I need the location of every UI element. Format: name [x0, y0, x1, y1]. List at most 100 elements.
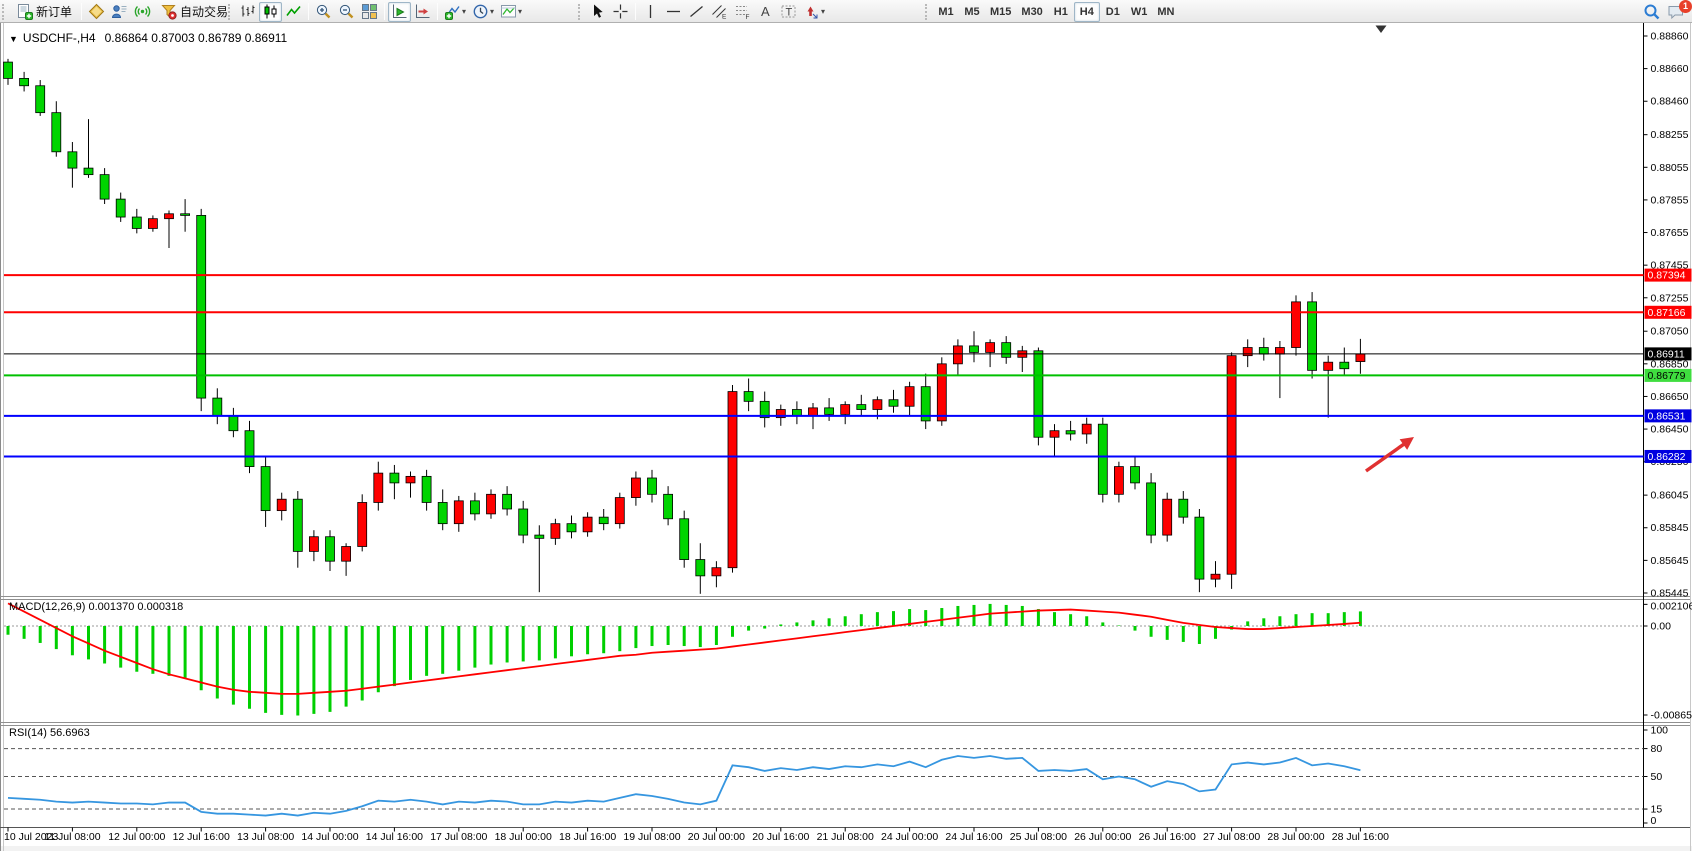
indicators-icon	[445, 6, 460, 20]
period-clock-icon	[473, 4, 488, 19]
macd-indicator-label: MACD(12,26,9) 0.001370 0.000318	[9, 601, 184, 613]
equidistant-channel-button[interactable]: E	[708, 2, 731, 22]
equidistant-channel-icon: E	[712, 5, 727, 20]
arrows-tool-button[interactable]: ▾	[800, 2, 828, 22]
arrows-dropdown-caret[interactable]: ▾	[821, 7, 826, 16]
period-button-M30[interactable]: M30	[1021, 5, 1043, 18]
svg-text:20 Jul 00:00: 20 Jul 00:00	[688, 831, 745, 843]
period-button-M5[interactable]: M5	[964, 5, 980, 18]
crosshair-button[interactable]	[609, 2, 632, 22]
notifications-button[interactable]: 1	[1664, 0, 1692, 22]
period-button-M15[interactable]: M15	[990, 5, 1012, 18]
text-label-button[interactable]: T	[777, 2, 800, 22]
text-tool-button[interactable]: A	[754, 2, 777, 22]
svg-text:F: F	[746, 14, 750, 20]
svg-text:80: 80	[1651, 743, 1663, 755]
trendline-button[interactable]	[685, 2, 708, 22]
autotrading-icon	[161, 5, 177, 20]
svg-text:18 Jul 16:00: 18 Jul 16:00	[559, 831, 616, 843]
periods-dropdown-button[interactable]: ▾	[469, 2, 497, 22]
periods-dropdown-caret[interactable]: ▾	[490, 7, 495, 16]
svg-text:0.88460: 0.88460	[1651, 96, 1689, 108]
svg-text:0.87855: 0.87855	[1651, 194, 1689, 206]
arrows-tool-icon	[807, 6, 818, 19]
bar-chart-button[interactable]	[236, 2, 259, 22]
svg-text:0.87655: 0.87655	[1651, 227, 1689, 239]
svg-text:26 Jul 00:00: 26 Jul 00:00	[1074, 831, 1131, 843]
zoom-in-icon	[316, 4, 331, 19]
svg-text:17 Jul 08:00: 17 Jul 08:00	[430, 831, 487, 843]
new-order-button[interactable]: 新订单	[10, 2, 78, 22]
svg-text:0.86531: 0.86531	[1648, 410, 1686, 422]
navigator-icon	[112, 5, 127, 18]
cursor-button[interactable]	[586, 2, 609, 22]
chart-collapse-icon[interactable]: ▼	[9, 34, 18, 44]
svg-text:21 Jul 08:00: 21 Jul 08:00	[817, 831, 874, 843]
market-watch-icon	[88, 3, 105, 20]
period-button-W1[interactable]: W1	[1130, 5, 1148, 18]
horizontal-line-button[interactable]	[662, 2, 685, 22]
period-button-H1[interactable]: H1	[1053, 5, 1068, 18]
chart-symbol-period: USDCHF-,H4	[22, 31, 96, 45]
svg-text:15: 15	[1651, 804, 1663, 816]
toolbar-separator	[384, 3, 385, 20]
auto-scroll-icon	[393, 4, 407, 18]
svg-text:0.88860: 0.88860	[1651, 31, 1689, 43]
period-button-H4[interactable]: H4	[1073, 1, 1100, 22]
navigator-button[interactable]	[108, 2, 131, 22]
toolbar-drag-handle[interactable]	[925, 3, 929, 20]
templates-button[interactable]: ▾	[497, 2, 525, 22]
search-button[interactable]	[1640, 2, 1664, 22]
toolbar-drag-handle[interactable]	[228, 3, 232, 20]
zoom-in-button[interactable]	[312, 2, 335, 22]
svg-text:A: A	[761, 4, 770, 19]
svg-text:0.87394: 0.87394	[1648, 270, 1686, 282]
svg-text:0.85445: 0.85445	[1651, 587, 1689, 599]
toolbar-drag-handle[interactable]	[2, 3, 6, 20]
svg-text:12 Jul 00:00: 12 Jul 00:00	[108, 831, 165, 843]
toolbar-separator	[635, 3, 636, 20]
charts-toolbar: ▾ ▾ ▾	[228, 1, 525, 22]
tile-windows-button[interactable]	[358, 2, 381, 22]
candlestick-chart-button[interactable]	[259, 1, 282, 22]
period-button-MN[interactable]: MN	[1157, 5, 1175, 18]
chart-shift-button[interactable]	[411, 2, 434, 22]
svg-text:0.86779: 0.86779	[1648, 370, 1686, 382]
period-button-M1[interactable]: M1	[938, 5, 954, 18]
vertical-line-icon	[649, 5, 652, 18]
svg-text:20 Jul 16:00: 20 Jul 16:00	[752, 831, 809, 843]
bar-chart-icon	[241, 5, 255, 17]
new-order-icon	[18, 4, 33, 20]
auto-scroll-button[interactable]	[388, 1, 411, 22]
svg-text:0.86650: 0.86650	[1651, 391, 1689, 403]
toolbar-separator	[81, 3, 83, 20]
vertical-line-button[interactable]	[639, 2, 662, 22]
market-watch-button[interactable]	[85, 2, 108, 22]
zoom-out-button[interactable]	[335, 2, 358, 22]
indicators-button[interactable]: ▾	[441, 2, 469, 22]
svg-text:0.00: 0.00	[1651, 621, 1672, 633]
svg-text:0.85845: 0.85845	[1651, 522, 1689, 534]
indicators-dropdown-caret[interactable]: ▾	[462, 7, 467, 16]
line-chart-icon	[286, 5, 301, 16]
toolbar-right: 1	[1640, 0, 1692, 22]
horizontal-line-icon	[667, 10, 680, 13]
period-button-D1[interactable]: D1	[1105, 5, 1120, 18]
autotrading-button[interactable]: 自动交易	[154, 2, 234, 22]
toolbar-drag-handle[interactable]	[578, 3, 582, 20]
templates-dropdown-caret[interactable]: ▾	[518, 7, 523, 16]
templates-icon	[501, 5, 517, 18]
autotrading-label: 自动交易	[180, 5, 229, 19]
toolbar-separator	[437, 3, 438, 20]
fibonacci-button[interactable]: F	[731, 2, 754, 22]
svg-text:10 Jul 2023: 10 Jul 2023	[4, 831, 58, 843]
svg-text:T: T	[786, 7, 793, 19]
svg-text:25 Jul 08:00: 25 Jul 08:00	[1010, 831, 1067, 843]
signals-button[interactable]	[131, 2, 154, 22]
svg-text:0.86450: 0.86450	[1651, 424, 1689, 436]
line-chart-button[interactable]	[282, 2, 305, 22]
chart-ohlc-values: 0.86864 0.87003 0.86789 0.86911	[104, 31, 288, 45]
fibonacci-icon: F	[736, 6, 750, 20]
